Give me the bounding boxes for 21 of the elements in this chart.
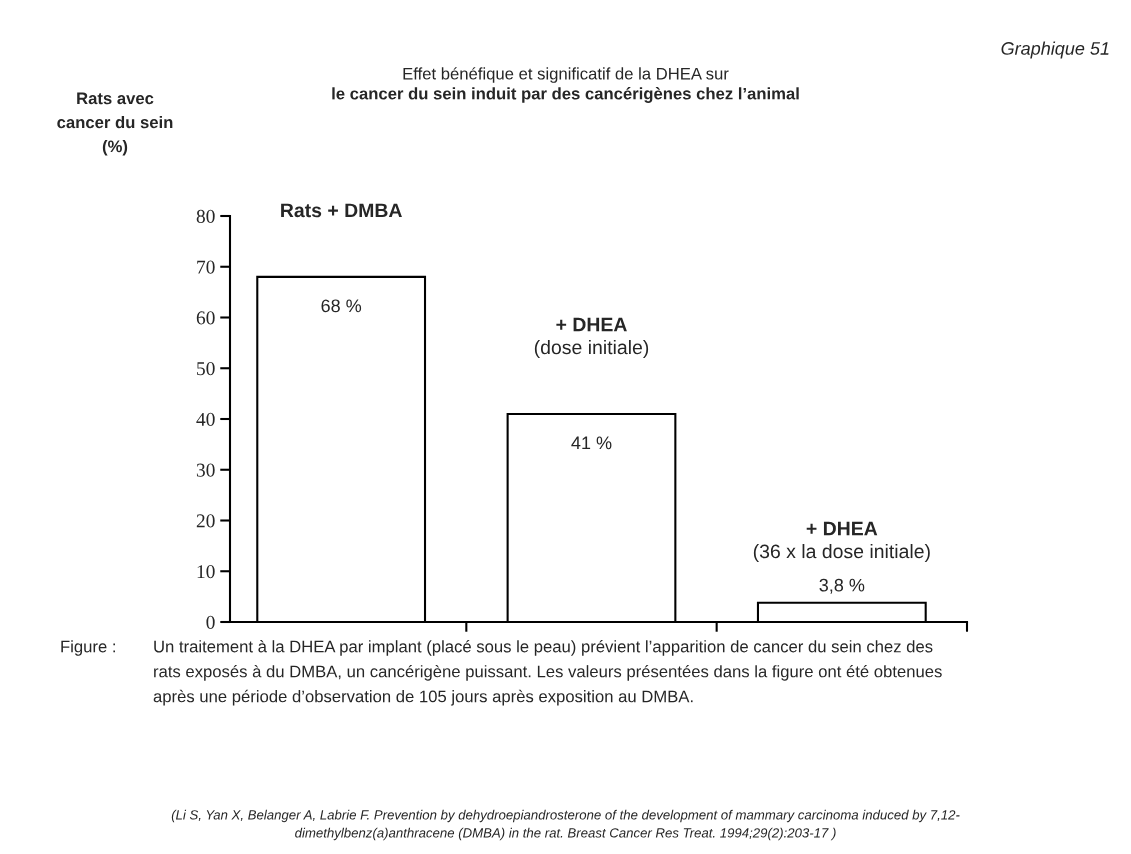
data-label: 68 %	[321, 299, 362, 313]
x-tick-label: + DHEA (36 x la dose initiale)	[753, 521, 930, 563]
y-tick-label: 50	[197, 362, 215, 376]
y-tick-label: 80	[196, 209, 215, 223]
data-label: 3,8 %	[819, 578, 865, 594]
y-tick-label: 30	[196, 463, 215, 477]
y-tick-label: 40	[196, 412, 215, 426]
y-tick-label: 10	[197, 565, 215, 579]
data-label: 41 %	[571, 436, 612, 450]
text: Un traitement à la DHEA par implant (placé sous le peau) prévient l’apparition de cancer du sein chez des rats exposés à du DMBA, un cancérigène puissant. Les valeurs présentées dans la figure ont été obtenues après une période d’observation de 105 jours après exposition au DMBA.	[153, 640, 942, 706]
x-tick-label: + DHEA (dose initiale)	[534, 317, 649, 359]
x-tick-label: Rats + DMBA	[281, 203, 402, 218]
y-axis-title: Rats avec cancer du sein (%)	[57, 92, 173, 156]
y-tick-label: 0	[206, 615, 215, 629]
text: Graphique 51	[1001, 41, 1109, 59]
chart-title: Effet bénéfique et significatif de la DHEA sur le cancer du sein induit par des cancérigènes chez l’animal	[332, 67, 799, 103]
y-tick-label: 70	[197, 260, 215, 274]
y-tick-label: 60	[196, 311, 215, 325]
text: (Li S, Yan X, Belanger A, Labrie F. Prevention by dehydroepiandrosterone of the development of mammary carcinoma induced by 7,12- dimethylbenz(a)anthracene (DMBA) in the rat. Breast Cancer Res Treat. 1994;29(2):203-17 )	[171, 809, 960, 841]
text: Figure :	[61, 640, 115, 656]
y-tick-label: 20	[196, 514, 215, 528]
